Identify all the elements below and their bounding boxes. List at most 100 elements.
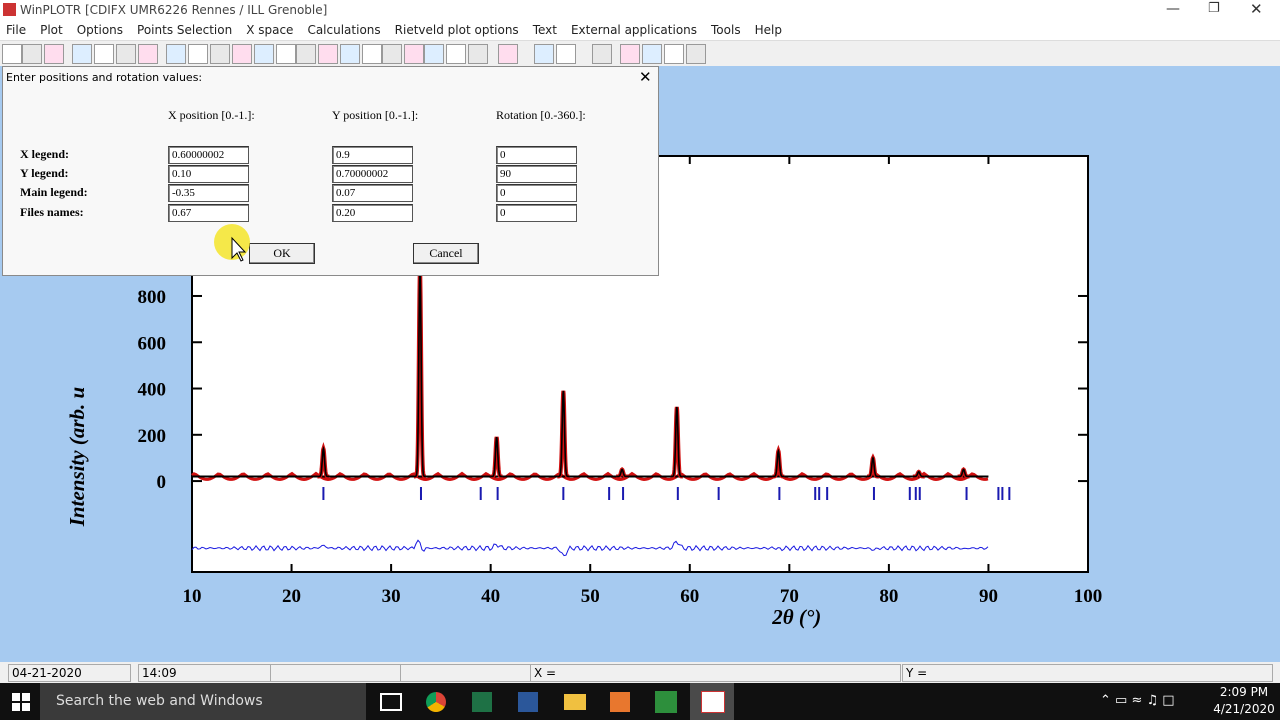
tool-button[interactable]: [232, 44, 252, 64]
tool-button[interactable]: [404, 44, 424, 64]
menu-item[interactable]: Plot: [40, 23, 63, 37]
tray-icons[interactable]: ⌃ ▭ ≈ ♫ □: [1100, 693, 1175, 708]
bragg-reflection: [622, 487, 625, 500]
column-header: Rotation [0.-360.]:: [496, 108, 586, 122]
tool-button[interactable]: [424, 44, 444, 64]
tool-button[interactable]: [340, 44, 360, 64]
tool-button[interactable]: [276, 44, 296, 64]
tool-button[interactable]: [664, 44, 684, 64]
explorer-icon[interactable]: [564, 694, 586, 710]
tool-button[interactable]: [534, 44, 554, 64]
toolbar: [0, 41, 1280, 66]
menu-item[interactable]: External applications: [570, 23, 698, 37]
tool-button[interactable]: [468, 44, 488, 64]
tool-button[interactable]: [686, 44, 706, 64]
peak-calculated: [772, 448, 785, 478]
dialog: Enter positions and rotation values: ✕ X…: [2, 66, 659, 276]
close[interactable]: ✕: [1250, 0, 1263, 18]
tool-button[interactable]: [620, 44, 640, 64]
winplotr-task[interactable]: [690, 683, 734, 720]
input-field[interactable]: 0.9: [332, 146, 413, 164]
x-tick-label: 40: [481, 586, 500, 607]
tool-button[interactable]: [210, 44, 230, 64]
start-button[interactable]: [12, 693, 30, 711]
tool-button[interactable]: [642, 44, 662, 64]
input-field[interactable]: 0.07: [332, 184, 413, 202]
peak-calculated: [957, 468, 970, 478]
menu-item[interactable]: Tools: [711, 23, 741, 37]
y-tick-label: 400: [138, 380, 167, 401]
y-tick-label: 600: [138, 333, 167, 354]
tool-button[interactable]: [94, 44, 114, 64]
tool-button[interactable]: [362, 44, 382, 64]
excel-icon[interactable]: [472, 692, 492, 712]
input-field[interactable]: 0.67: [168, 204, 249, 222]
fps-icon[interactable]: [655, 691, 677, 713]
row-label: X legend:: [20, 147, 69, 161]
bragg-reflection: [997, 487, 1000, 500]
chrome-icon[interactable]: [426, 692, 446, 712]
dialog-close[interactable]: ✕: [639, 68, 652, 86]
tool-button[interactable]: [116, 44, 136, 64]
input-field[interactable]: 0: [496, 146, 577, 164]
bragg-reflection: [608, 487, 611, 500]
bragg-reflection: [717, 487, 720, 500]
menu-item[interactable]: Calculations: [307, 23, 381, 37]
menu-item[interactable]: Points Selection: [137, 23, 233, 37]
search-box[interactable]: Search the web and Windows: [40, 683, 366, 720]
word-icon[interactable]: [518, 692, 538, 712]
dialog-body: X position [0.-1.]: Y position [0.-1.]: Ro…: [3, 67, 658, 275]
x-axis-label: 2θ (°): [771, 605, 821, 629]
minimize[interactable]: —: [1166, 1, 1180, 17]
tool-button[interactable]: [138, 44, 158, 64]
x-tick-label: 50: [581, 586, 600, 607]
bragg-reflection: [918, 487, 921, 500]
taskbar: Search the web and Windows ⌃ ▭ ≈ ♫ □ 2:0…: [0, 683, 1280, 720]
x-tick-label: 100: [1074, 586, 1103, 607]
bragg-reflection: [322, 487, 325, 500]
tool-button[interactable]: [296, 44, 316, 64]
bragg-reflection: [826, 487, 829, 500]
tool-button[interactable]: [318, 44, 338, 64]
menu-item[interactable]: Rietveld plot options: [394, 23, 519, 37]
menu-item[interactable]: Help: [754, 23, 782, 37]
status-y: Y =: [902, 664, 1273, 682]
bragg-reflection: [676, 487, 679, 500]
tool-button[interactable]: [592, 44, 612, 64]
menu-item[interactable]: X space: [246, 23, 294, 37]
restore[interactable]: ❐: [1208, 1, 1220, 16]
input-field[interactable]: 0.70000002: [332, 165, 413, 183]
tool-button[interactable]: [556, 44, 576, 64]
tool-button[interactable]: [22, 44, 42, 64]
menu-item[interactable]: Options: [76, 23, 124, 37]
y-axis-label: Intensity (arb. u: [65, 387, 89, 527]
tool-button[interactable]: [72, 44, 92, 64]
task-view[interactable]: [380, 693, 402, 711]
tool-button[interactable]: [446, 44, 466, 64]
tool-button[interactable]: [166, 44, 186, 64]
input-field[interactable]: 0.60000002: [168, 146, 249, 164]
peak-calculated: [317, 445, 330, 478]
peak-calculated: [912, 470, 925, 478]
title-bar: WinPLOTR [CDIFX UMR6226 Rennes / ILL Gre…: [0, 0, 1280, 20]
menu-item[interactable]: File: [6, 23, 27, 37]
tool-button[interactable]: [498, 44, 518, 64]
ok-button[interactable]: OK: [249, 243, 315, 264]
tool-button[interactable]: [254, 44, 274, 64]
tool-button[interactable]: [44, 44, 64, 64]
input-field[interactable]: 90: [496, 165, 577, 183]
tool-button[interactable]: [2, 44, 22, 64]
status-x: X =: [530, 664, 901, 682]
cancel-button[interactable]: Cancel: [413, 243, 479, 264]
app-icon[interactable]: [610, 692, 630, 712]
tool-button[interactable]: [382, 44, 402, 64]
tool-button[interactable]: [188, 44, 208, 64]
column-header: X position [0.-1.]:: [168, 108, 255, 122]
input-field[interactable]: 0.20: [332, 204, 413, 222]
input-field[interactable]: 0: [496, 204, 577, 222]
input-field[interactable]: 0: [496, 184, 577, 202]
input-field[interactable]: -0.35: [168, 184, 249, 202]
row-label: Files names:: [20, 205, 84, 219]
input-field[interactable]: 0.10: [168, 165, 249, 183]
menu-item[interactable]: Text: [532, 23, 557, 37]
